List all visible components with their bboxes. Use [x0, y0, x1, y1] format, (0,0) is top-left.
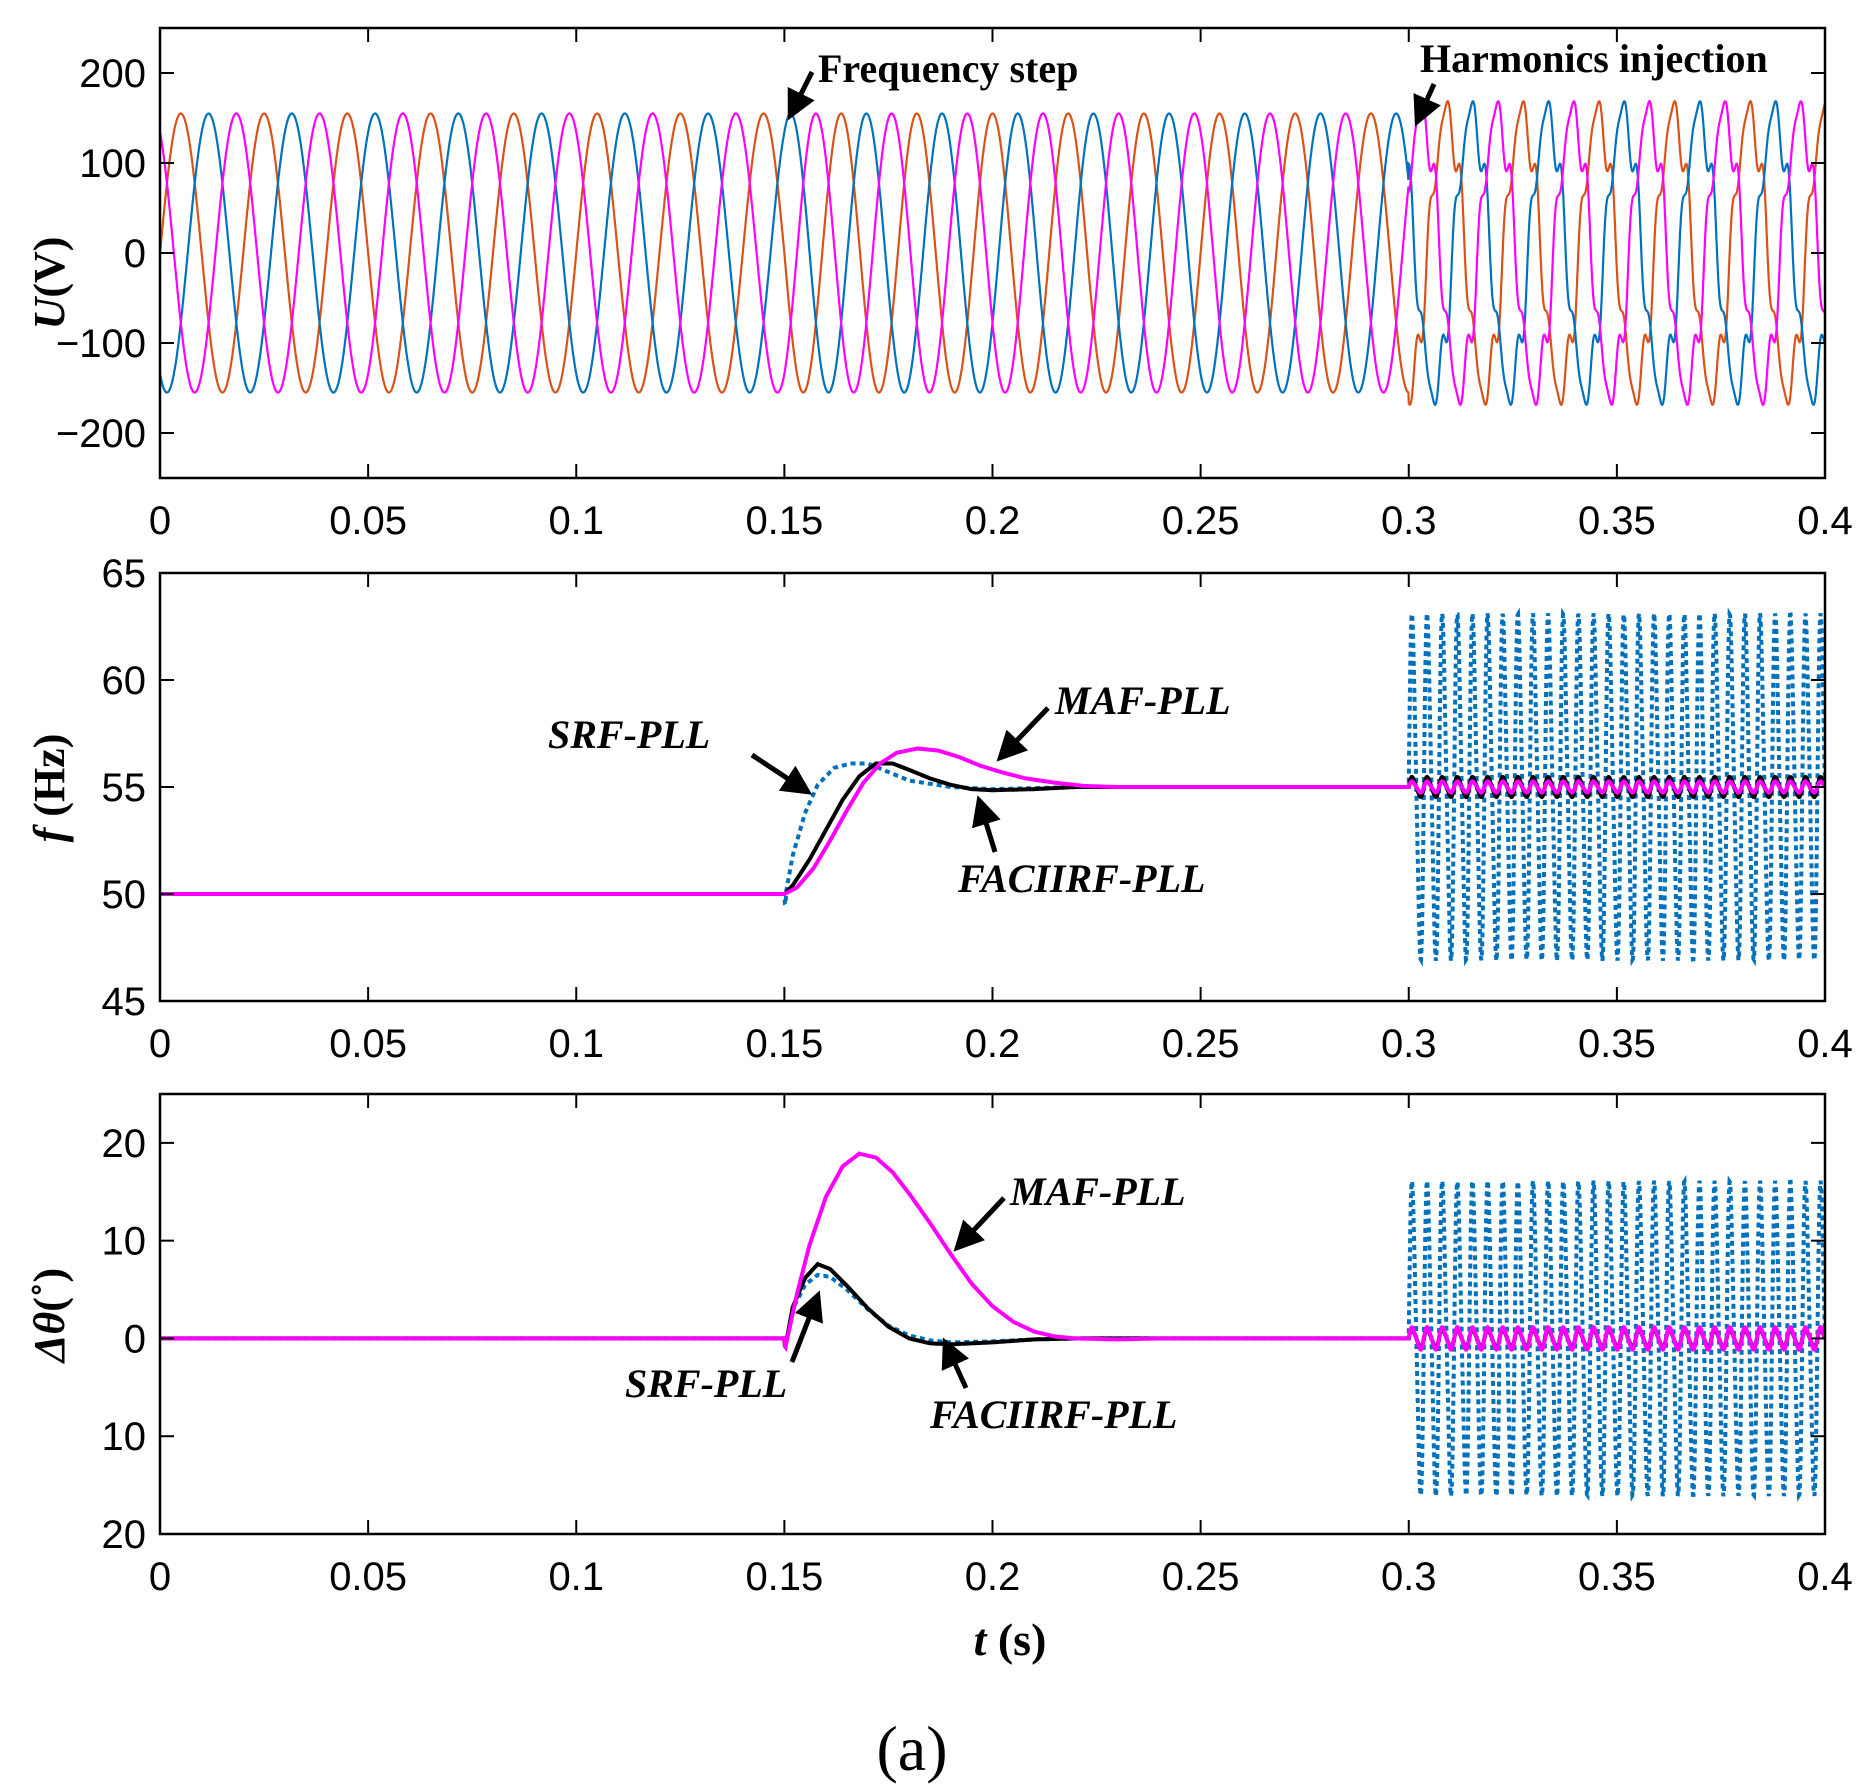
- srf-pll-arrow-phase: [789, 1290, 823, 1363]
- phase-error-x-tick-label: 0.4: [1797, 1555, 1853, 1599]
- frequency-y-axis-label-symbol: f: [25, 823, 74, 842]
- time-x-axis-label-unit: (s): [986, 1614, 1046, 1665]
- figure-caption: (a): [876, 1713, 947, 1784]
- voltage-y-axis-label: U(V): [25, 237, 74, 330]
- frequency-y-axis-label: f (Hz): [25, 734, 74, 843]
- phase-error-x-tick-label: 0.35: [1578, 1555, 1656, 1599]
- phase-error-x-tick-label: 0.3: [1381, 1555, 1437, 1599]
- time-x-axis-label: t (s): [974, 1614, 1047, 1665]
- faciirf-pll-arrow-phase: [941, 1337, 970, 1390]
- frequency-x-tick-label: 0.4: [1797, 1022, 1853, 1066]
- frequency-y-tick-label: 45: [102, 980, 147, 1024]
- frequency-step-arrow: [787, 70, 815, 121]
- voltage-y-axis-label-unit: (V): [25, 237, 74, 298]
- voltage-series-phase-a: [160, 99, 1825, 407]
- time-x-axis-label-symbol: t: [974, 1614, 988, 1665]
- frequency-x-tick-label: 0.25: [1162, 1022, 1240, 1066]
- voltage-x-tick-label: 0.1: [548, 499, 604, 543]
- phase-error-series-maf-pll: [160, 1151, 1825, 1353]
- harmonics-injection-arrow: [1413, 82, 1441, 127]
- frequency-x-tick-label: 0.2: [965, 1022, 1021, 1066]
- phase-error-x-tick-label: 0.1: [548, 1555, 604, 1599]
- voltage-series-phase-c: [160, 99, 1825, 407]
- faciirf-pll-arrow-frequency: [972, 795, 1001, 853]
- voltage-y-tick-label: −100: [56, 322, 146, 366]
- maf-pll-label-frequency: MAF-PLL: [1054, 678, 1231, 723]
- srf-pll-arrow-frequency: [750, 752, 813, 795]
- phase-error-y-tick-label: 10: [102, 1415, 147, 1459]
- phase-error-panel: 0 0.05 0.1 0.15 0.2 0.25 0.3 0.35 0.4 20 10 0 10 20: [102, 1092, 1853, 1599]
- voltage-x-tick-label: 0.15: [745, 499, 823, 543]
- voltage-x-tick-label: 0.35: [1578, 499, 1656, 543]
- frequency-y-tick-label: 50: [102, 873, 147, 917]
- phase-error-x-tick-label: 0: [149, 1555, 171, 1599]
- frequency-panel: 0 0.05 0.1 0.15 0.2 0.25 0.3 0.35 0.4 65 60 55 50 45: [102, 552, 1853, 1066]
- srf-pll-label-frequency: SRF-PLL: [548, 712, 710, 757]
- phase-error-y-tick-label: 20: [102, 1513, 147, 1557]
- voltage-y-tick-label: 0: [124, 232, 146, 276]
- frequency-series-maf-pll: [160, 746, 1825, 896]
- voltage-y-tick-label: −200: [56, 412, 146, 456]
- phase-error-y-axis-label: Δθ(˚): [25, 1268, 74, 1364]
- voltage-x-tick-label: 0: [149, 499, 171, 543]
- phase-error-y-tick-label: 0: [124, 1317, 146, 1361]
- frequency-step-annotation: Frequency step: [818, 46, 1078, 91]
- frequency-y-tick-label: 65: [102, 552, 147, 596]
- voltage-x-tick-label: 0.2: [965, 499, 1021, 543]
- voltage-y-tick-label: 100: [79, 142, 146, 186]
- phase-error-y-tick-label: 20: [102, 1122, 147, 1166]
- frequency-x-tick-label: 0.3: [1381, 1022, 1437, 1066]
- voltage-x-tick-label: 0.3: [1381, 499, 1437, 543]
- maf-pll-arrow-frequency: [996, 706, 1050, 762]
- phase-error-x-tick-label: 0.25: [1162, 1555, 1240, 1599]
- frequency-x-tick-label: 0: [149, 1022, 171, 1066]
- phase-error-y-axis-label-symbol: Δθ: [25, 1312, 74, 1365]
- phase-error-x-tick-label: 0.15: [745, 1555, 823, 1599]
- frequency-x-tick-label: 0.05: [329, 1022, 407, 1066]
- phase-error-x-tick-label: 0.05: [329, 1555, 407, 1599]
- voltage-x-tick-label: 0.4: [1797, 499, 1853, 543]
- phase-error-x-tick-label: 0.2: [965, 1555, 1021, 1599]
- frequency-y-axis-label-unit: (Hz): [25, 734, 74, 828]
- srf-pll-label-phase: SRF-PLL: [625, 1361, 787, 1406]
- frequency-x-tick-label: 0.35: [1578, 1022, 1656, 1066]
- phase-error-axes-frame: [158, 1092, 1827, 1536]
- faciirf-pll-label-phase: FACIIRF-PLL: [929, 1392, 1177, 1437]
- phase-error-y-tick-label: 10: [102, 1220, 147, 1264]
- phase-error-y-axis-label-unit: (˚): [25, 1268, 74, 1312]
- voltage-panel: 0 0.05 0.1 0.15 0.2 0.25 0.3 0.35 0.4 200 100 0 −100…: [56, 26, 1853, 543]
- faciirf-pll-label-frequency: FACIIRF-PLL: [957, 856, 1205, 901]
- frequency-y-tick-label: 60: [102, 659, 147, 703]
- voltage-y-axis-label-symbol: U: [25, 295, 74, 329]
- frequency-x-tick-label: 0.1: [548, 1022, 604, 1066]
- frequency-y-tick-label: 55: [102, 766, 147, 810]
- voltage-x-tick-label: 0.25: [1162, 499, 1240, 543]
- maf-pll-arrow-phase: [953, 1196, 1006, 1252]
- frequency-x-tick-label: 0.15: [745, 1022, 823, 1066]
- harmonics-injection-annotation: Harmonics injection: [1420, 36, 1768, 81]
- voltage-y-tick-label: 200: [79, 52, 146, 96]
- maf-pll-label-phase: MAF-PLL: [1009, 1169, 1186, 1214]
- voltage-x-tick-label: 0.05: [329, 499, 407, 543]
